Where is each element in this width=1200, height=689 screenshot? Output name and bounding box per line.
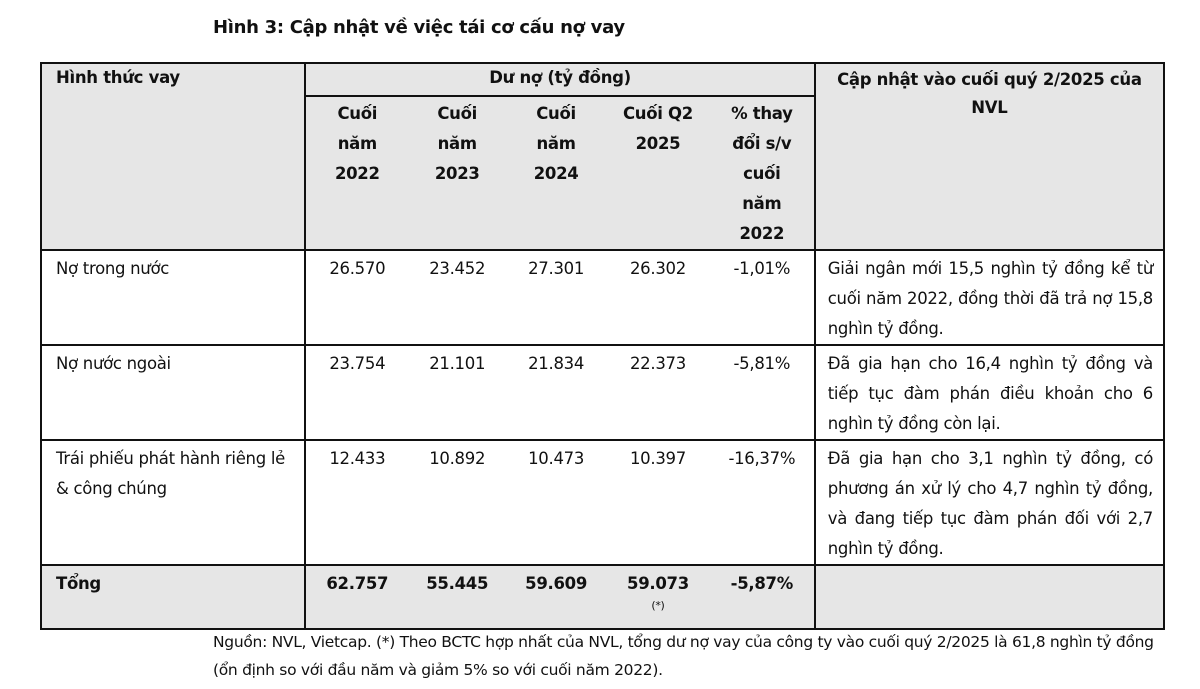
cell-value: -16,37% [709, 440, 815, 566]
cell-value: 26.570 [304, 250, 409, 346]
total-value-cell: 59.073 (*) [606, 565, 710, 630]
cell-value: -5,81% [709, 345, 815, 441]
row-note: Giải ngân mới 15,5 nghìn tỷ đồng kể từ c… [813, 250, 1166, 346]
table-row: Nợ trong nước 26.570 23.452 27.301 26.30… [39, 250, 1166, 346]
header-loan-type: Hình thức vay [39, 62, 306, 251]
table-row: Trái phiếu phát hành riêng lẻ & công chú… [39, 440, 1166, 566]
cell-value: 10.892 [408, 440, 507, 566]
total-value: -5,87% [709, 565, 815, 630]
row-label: Nợ trong nước [39, 250, 306, 346]
cell-value: 12.433 [304, 440, 409, 566]
total-value: 59.073 [627, 574, 689, 593]
figure-title: Hình 3: Cập nhật về việc tái cơ cấu nợ v… [213, 17, 625, 38]
cell-value: 10.473 [506, 440, 607, 566]
total-value: 62.757 [304, 565, 409, 630]
header-end-2024: Cuối năm 2024 [506, 96, 607, 251]
table-row: Nợ nước ngoài 23.754 21.101 21.834 22.37… [39, 345, 1166, 441]
cell-value: 23.452 [408, 250, 507, 346]
row-label: Trái phiếu phát hành riêng lẻ & công chú… [39, 440, 306, 566]
total-row: Tổng 62.757 55.445 59.609 59.073 (*) -5,… [39, 565, 1166, 630]
total-note-empty [813, 565, 1166, 630]
cell-value: 21.834 [506, 345, 607, 441]
header-outstanding-debt: Dư nợ (tỷ đồng) [304, 62, 815, 97]
cell-value: 23.754 [304, 345, 409, 441]
total-value: 59.609 [506, 565, 607, 630]
cell-value: 21.101 [408, 345, 507, 441]
cell-value: 26.302 [606, 250, 710, 346]
row-label: Nợ nước ngoài [39, 345, 306, 441]
cell-value: -1,01% [709, 250, 815, 346]
header-pct-change: % thay đổi s/v cuối năm 2022 [709, 96, 815, 251]
cell-value: 22.373 [606, 345, 710, 441]
cell-value: 10.397 [606, 440, 710, 566]
source-note: Nguồn: NVL, Vietcap. (*) Theo BCTC hợp n… [213, 633, 1154, 679]
header-end-q2-2025: Cuối Q2 2025 [606, 96, 710, 251]
row-note: Đã gia hạn cho 16,4 nghìn tỷ đồng và tiế… [813, 345, 1166, 441]
cell-value: 27.301 [506, 250, 607, 346]
header-end-2023: Cuối năm 2023 [408, 96, 507, 251]
debt-restructuring-table: Hình thức vay Dư nợ (tỷ đồng) Cập nhật v… [39, 62, 1166, 630]
header-end-2022: Cuối năm 2022 [304, 96, 409, 251]
footnote-mark: (*) [651, 599, 665, 612]
total-label: Tổng [39, 565, 306, 630]
row-note: Đã gia hạn cho 3,1 nghìn tỷ đồng, có phư… [813, 440, 1166, 566]
header-update: Cập nhật vào cuối quý 2/2025 của NVL [813, 62, 1166, 251]
total-value: 55.445 [408, 565, 507, 630]
